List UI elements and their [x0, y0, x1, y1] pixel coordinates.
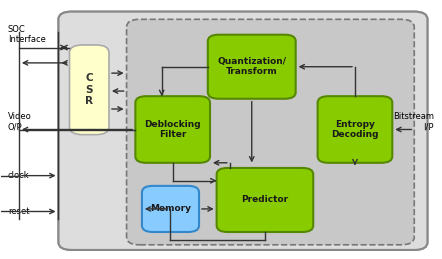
Text: C
S
R: C S R: [85, 73, 93, 106]
FancyBboxPatch shape: [318, 96, 392, 163]
Text: Deblocking
Filter: Deblocking Filter: [145, 120, 201, 139]
Text: Quantization/
Transform: Quantization/ Transform: [217, 57, 286, 76]
Text: Memory: Memory: [150, 204, 191, 213]
Text: reset: reset: [8, 207, 30, 216]
FancyBboxPatch shape: [142, 186, 199, 232]
Text: Entropy
Decoding: Entropy Decoding: [331, 120, 379, 139]
FancyBboxPatch shape: [135, 96, 210, 163]
FancyBboxPatch shape: [126, 19, 414, 245]
Text: Predictor: Predictor: [241, 196, 289, 204]
Text: SOC
Interface: SOC Interface: [8, 25, 46, 44]
FancyBboxPatch shape: [69, 45, 109, 135]
Text: Video
O/P: Video O/P: [8, 112, 32, 132]
FancyBboxPatch shape: [208, 35, 296, 99]
FancyBboxPatch shape: [217, 168, 313, 232]
FancyBboxPatch shape: [58, 12, 427, 250]
FancyBboxPatch shape: [58, 12, 427, 250]
Text: Bitstream
I/P: Bitstream I/P: [393, 112, 434, 132]
Text: clock: clock: [8, 171, 30, 180]
